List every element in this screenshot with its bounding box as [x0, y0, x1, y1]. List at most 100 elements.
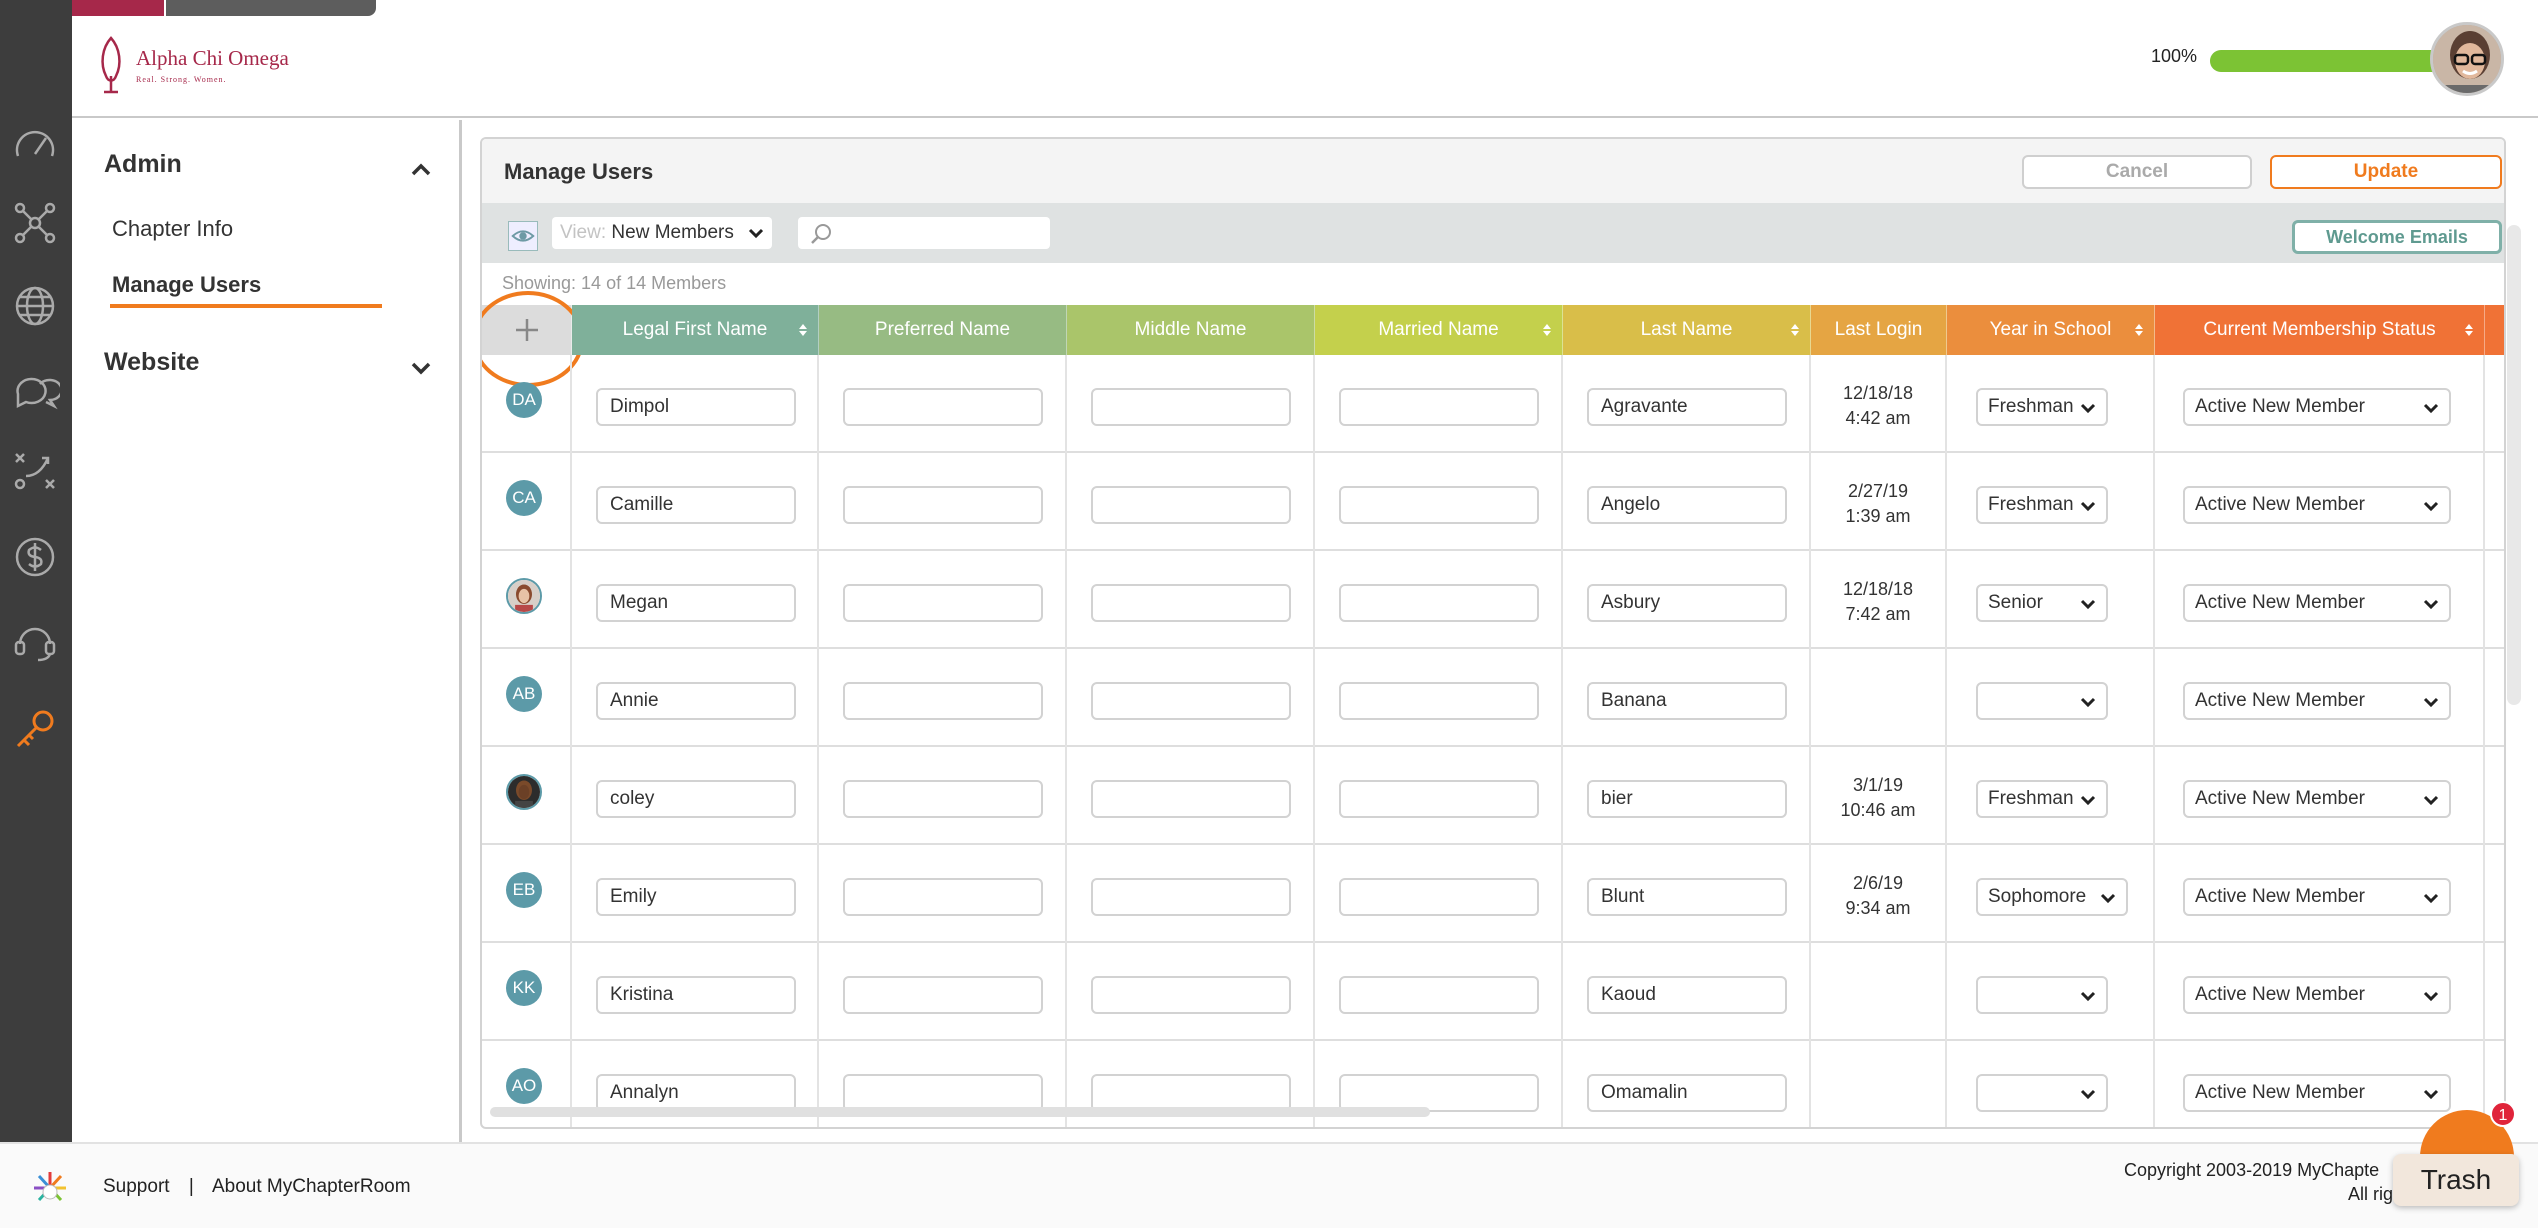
- vertical-scrollbar[interactable]: [2507, 225, 2521, 705]
- middle-name-input[interactable]: [1091, 486, 1291, 524]
- membership-status-select[interactable]: Active New Member: [2183, 584, 2451, 622]
- last-name-input[interactable]: bier: [1587, 780, 1787, 818]
- preferred-name-input[interactable]: [843, 878, 1043, 916]
- membership-status-select[interactable]: Active New Member: [2183, 1074, 2451, 1112]
- key-icon[interactable]: [6, 700, 64, 758]
- column-header-preferred-name[interactable]: Preferred Name: [819, 305, 1067, 355]
- married-name-input[interactable]: [1339, 780, 1539, 818]
- member-initials-avatar[interactable]: CA: [506, 480, 542, 516]
- preferred-name-input[interactable]: [843, 780, 1043, 818]
- legal-first-name-input[interactable]: Megan: [596, 584, 796, 622]
- column-header-last-name[interactable]: Last Name: [1563, 305, 1811, 355]
- chat-icon[interactable]: [6, 360, 64, 418]
- dollar-icon[interactable]: [6, 528, 64, 586]
- year-in-school-select[interactable]: Senior: [1976, 584, 2108, 622]
- preferred-name-input[interactable]: [843, 584, 1043, 622]
- middle-name-input[interactable]: [1091, 976, 1291, 1014]
- year-in-school-select[interactable]: Freshman: [1976, 486, 2108, 524]
- user-avatar[interactable]: [2430, 22, 2504, 96]
- preferred-name-input[interactable]: [843, 1074, 1043, 1112]
- sort-icon[interactable]: [2464, 322, 2474, 338]
- horizontal-scrollbar[interactable]: [490, 1107, 1430, 1117]
- middle-name-input[interactable]: [1091, 878, 1291, 916]
- last-name-input[interactable]: Banana: [1587, 682, 1787, 720]
- preferred-name-input[interactable]: [843, 976, 1043, 1014]
- middle-name-input[interactable]: [1091, 780, 1291, 818]
- brand-logo[interactable]: Alpha Chi Omega Real. Strong. Women.: [92, 34, 289, 96]
- column-header-middle-name[interactable]: Middle Name: [1067, 305, 1315, 355]
- search-field[interactable]: [798, 217, 1050, 249]
- legal-first-name-input[interactable]: Emily: [596, 878, 796, 916]
- member-initials-avatar[interactable]: AB: [506, 676, 542, 712]
- add-member-button[interactable]: [482, 291, 584, 387]
- married-name-input[interactable]: [1339, 584, 1539, 622]
- column-header-married-name[interactable]: Married Name: [1315, 305, 1563, 355]
- middle-name-input[interactable]: [1091, 388, 1291, 426]
- married-name-input[interactable]: [1339, 878, 1539, 916]
- sort-icon[interactable]: [1542, 322, 1552, 338]
- sort-icon[interactable]: [798, 322, 808, 338]
- network-icon[interactable]: [6, 194, 64, 252]
- column-visibility-button[interactable]: [508, 221, 538, 251]
- sidebar-item-chapter-info[interactable]: Chapter Info: [112, 216, 234, 241]
- year-in-school-select[interactable]: [1976, 682, 2108, 720]
- legal-first-name-input[interactable]: coley: [596, 780, 796, 818]
- column-header-last-login[interactable]: Last Login: [1811, 305, 1947, 355]
- last-name-input[interactable]: Blunt: [1587, 878, 1787, 916]
- member-photo-avatar[interactable]: [506, 578, 542, 614]
- year-in-school-select[interactable]: Sophomore: [1976, 878, 2128, 916]
- legal-first-name-input[interactable]: Kristina: [596, 976, 796, 1014]
- sidebar-section-website[interactable]: Website: [104, 348, 200, 376]
- last-name-input[interactable]: Asbury: [1587, 584, 1787, 622]
- middle-name-input[interactable]: [1091, 584, 1291, 622]
- middle-name-input[interactable]: [1091, 682, 1291, 720]
- cancel-button[interactable]: Cancel: [2022, 155, 2252, 189]
- globe-icon[interactable]: [6, 277, 64, 335]
- update-button[interactable]: Update: [2270, 155, 2502, 189]
- support-icon[interactable]: [6, 612, 64, 670]
- membership-status-select[interactable]: Active New Member: [2183, 976, 2451, 1014]
- married-name-input[interactable]: [1339, 1074, 1539, 1112]
- member-initials-avatar[interactable]: AO: [506, 1068, 542, 1104]
- strategy-icon[interactable]: [6, 442, 64, 500]
- column-header-membership-status[interactable]: Current Membership Status: [2155, 305, 2485, 355]
- member-photo-avatar[interactable]: [506, 774, 542, 810]
- sidebar-item-manage-users[interactable]: Manage Users: [112, 272, 262, 297]
- last-name-input[interactable]: Kaoud: [1587, 976, 1787, 1014]
- sort-icon[interactable]: [2134, 322, 2144, 338]
- married-name-input[interactable]: [1339, 486, 1539, 524]
- preferred-name-input[interactable]: [843, 486, 1043, 524]
- preferred-name-input[interactable]: [843, 388, 1043, 426]
- married-name-input[interactable]: [1339, 976, 1539, 1014]
- year-in-school-select[interactable]: Freshman: [1976, 780, 2108, 818]
- welcome-emails-button[interactable]: Welcome Emails: [2292, 220, 2502, 254]
- member-initials-avatar[interactable]: DA: [506, 382, 542, 418]
- legal-first-name-input[interactable]: Camille: [596, 486, 796, 524]
- member-initials-avatar[interactable]: EB: [506, 872, 542, 908]
- column-header-year-in-school[interactable]: Year in School: [1947, 305, 2155, 355]
- section-tab-primary[interactable]: [72, 0, 164, 16]
- support-link[interactable]: Support: [103, 1176, 170, 1197]
- preferred-name-input[interactable]: [843, 682, 1043, 720]
- dashboard-icon[interactable]: [6, 116, 64, 174]
- mychapterroom-logo-icon[interactable]: [30, 1168, 70, 1208]
- membership-status-select[interactable]: Active New Member: [2183, 878, 2451, 916]
- view-select[interactable]: View: New Members: [552, 217, 772, 249]
- last-name-input[interactable]: Agravante: [1587, 388, 1787, 426]
- chevron-down-icon[interactable]: [407, 354, 435, 382]
- last-name-input[interactable]: Angelo: [1587, 486, 1787, 524]
- membership-status-select[interactable]: Active New Member: [2183, 682, 2451, 720]
- about-link[interactable]: About MyChapterRoom: [212, 1176, 411, 1197]
- year-in-school-select[interactable]: [1976, 976, 2108, 1014]
- membership-status-select[interactable]: Active New Member: [2183, 780, 2451, 818]
- membership-status-select[interactable]: Active New Member: [2183, 388, 2451, 426]
- last-name-input[interactable]: Omamalin: [1587, 1074, 1787, 1112]
- legal-first-name-input[interactable]: Dimpol: [596, 388, 796, 426]
- sidebar-section-admin[interactable]: Admin: [104, 150, 182, 178]
- sort-icon[interactable]: [1790, 322, 1800, 338]
- membership-status-select[interactable]: Active New Member: [2183, 486, 2451, 524]
- year-in-school-select[interactable]: Freshman: [1976, 388, 2108, 426]
- column-header-legal-first-name[interactable]: Legal First Name: [572, 305, 819, 355]
- year-in-school-select[interactable]: [1976, 1074, 2108, 1112]
- section-tab-secondary[interactable]: [166, 0, 376, 16]
